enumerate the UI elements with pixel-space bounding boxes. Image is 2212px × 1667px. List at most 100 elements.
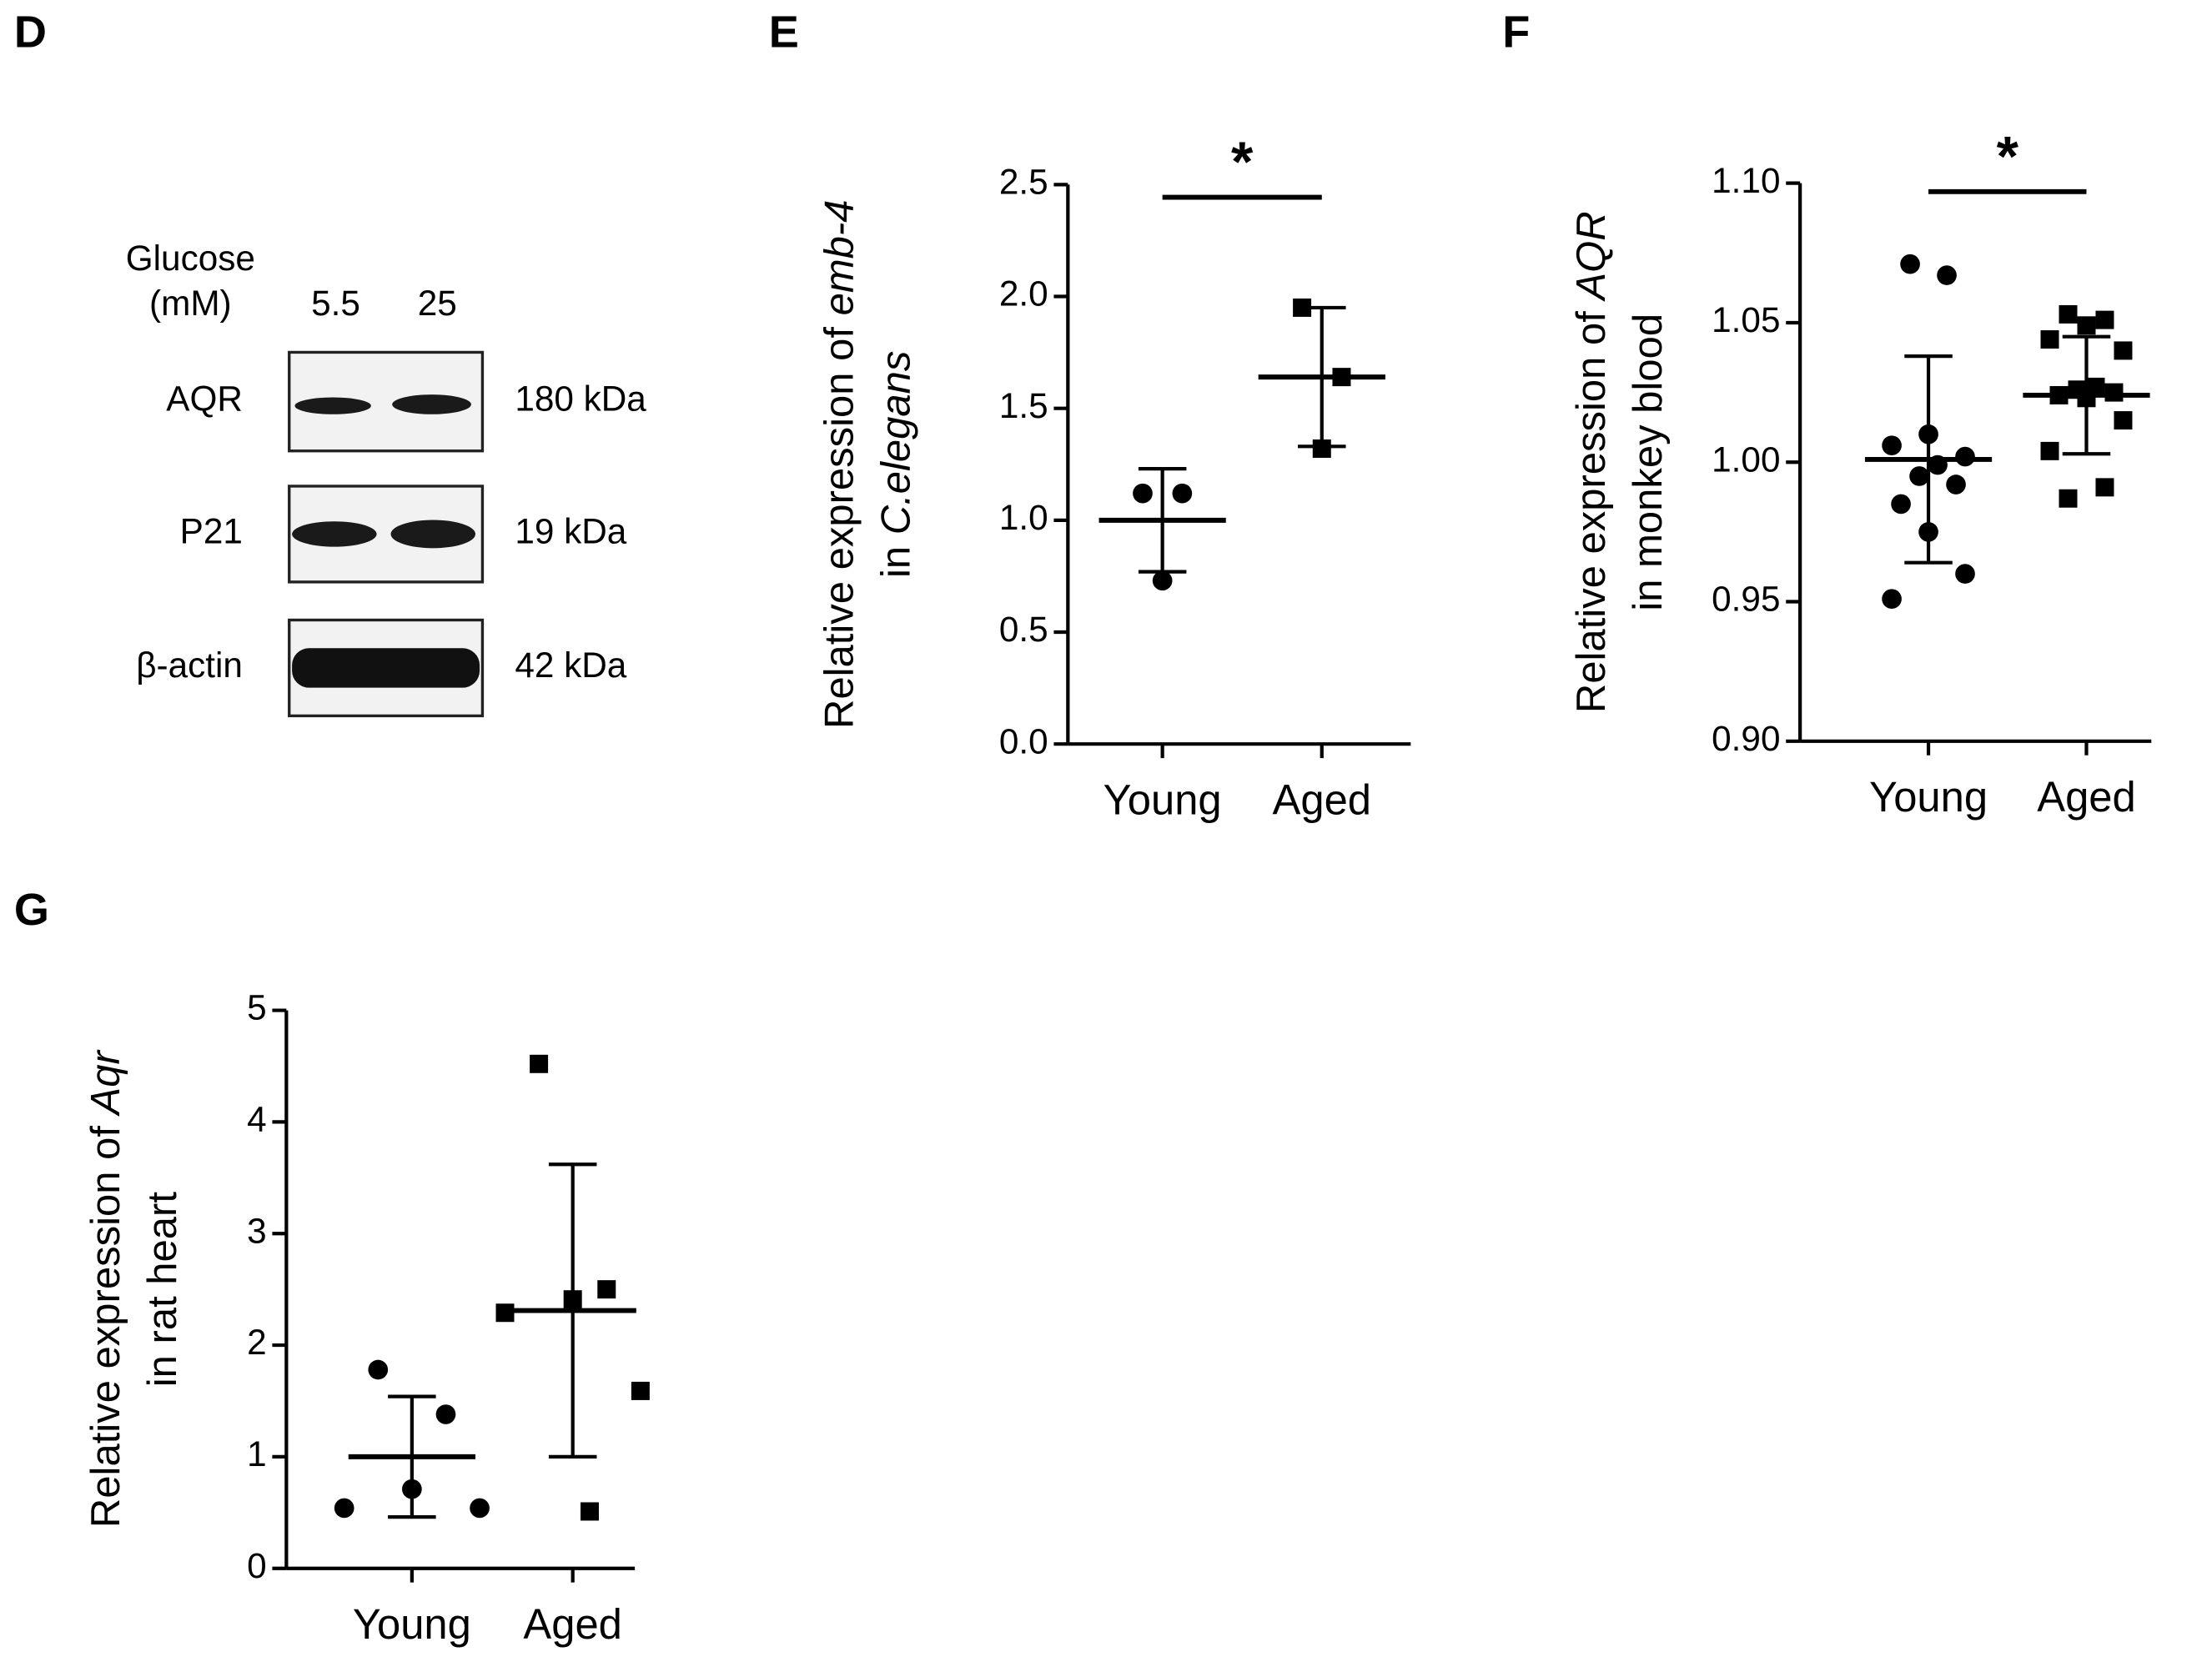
data-point	[1937, 265, 1957, 285]
y-tick-label: 5	[247, 988, 267, 1027]
y-axis-label-part: Relative expression of	[817, 315, 862, 729]
size-label: 19 kDa	[515, 512, 626, 551]
data-point	[2040, 330, 2059, 349]
panel-letter: E	[769, 8, 799, 58]
y-tick-label: 0.90	[1712, 719, 1780, 758]
band	[294, 397, 371, 414]
data-point	[1882, 589, 1902, 610]
y-tick-label: 0.5	[999, 610, 1048, 649]
data-point	[580, 1502, 599, 1521]
band	[392, 394, 471, 414]
x-tick-label: Young	[1103, 776, 1222, 824]
data-point	[1900, 254, 1920, 274]
y-tick-label: 0.0	[999, 721, 1048, 761]
data-point	[2059, 304, 2078, 324]
data-point	[530, 1054, 549, 1073]
chart: F 0.90 0.95 1.00 1.05 1.10 Young Aged Relative e…	[1502, 8, 2152, 821]
band	[390, 520, 475, 549]
data-point	[2095, 310, 2114, 329]
protein-label: AQR	[166, 379, 243, 419]
size-label: 180 kDa	[515, 379, 646, 419]
y-axis-label-part: Relative expression of	[1569, 300, 1614, 714]
y-tick-label: 3	[247, 1211, 267, 1250]
y-axis-label: Relative expression of AQR	[1569, 211, 1614, 713]
y-tick-label: 0.95	[1712, 580, 1780, 619]
y-tick-label: 4	[247, 1100, 267, 1139]
size-label: 42 kDa	[515, 645, 626, 685]
y-axis-label-part: in rat heart	[140, 1192, 185, 1388]
panel-letter: G	[14, 885, 49, 935]
condition-unit: (mM)	[149, 284, 232, 323]
x-tick-label: Aged	[523, 1600, 621, 1648]
error-bar	[1298, 305, 1346, 449]
y-axis-label: Relative expression of emb-4	[817, 200, 862, 730]
y-axis-label-part: C.elegans	[873, 351, 918, 535]
error-bar	[388, 1394, 436, 1519]
y-tick-label: 1.0	[999, 498, 1048, 537]
x-tick-label: Aged	[2037, 773, 2135, 821]
y-tick-label: 2	[247, 1323, 267, 1362]
data-point	[631, 1381, 650, 1400]
condition-label: Glucose	[126, 239, 255, 278]
data-point	[597, 1280, 616, 1299]
x-tick-label: Young	[1869, 773, 1988, 821]
band	[292, 648, 480, 688]
data-point	[1312, 439, 1331, 458]
x-tick-label: Young	[353, 1600, 471, 1648]
data-point	[368, 1359, 389, 1380]
error-bar	[2062, 334, 2111, 456]
data-point	[1946, 474, 1966, 495]
data-point	[2114, 341, 2133, 360]
data-point	[1133, 483, 1153, 504]
data-point	[2104, 383, 2124, 402]
lane-label: 5.5	[311, 284, 360, 323]
significance-label: *	[1997, 126, 2019, 188]
data-point	[2095, 478, 2114, 497]
data-point	[2114, 411, 2133, 430]
data-point	[2040, 441, 2059, 460]
panel-letter: F	[1502, 8, 1530, 58]
panel-letter: D	[14, 8, 47, 58]
y-tick-label: 2.5	[999, 163, 1048, 202]
protein-label: β-actin	[136, 645, 243, 685]
data-point	[435, 1404, 456, 1424]
y-tick-label: 1.5	[999, 386, 1048, 425]
data-point	[2059, 489, 2078, 508]
y-axis-label-part: emb-4	[817, 200, 862, 316]
significance-label: *	[1231, 131, 1254, 193]
data-point	[334, 1498, 354, 1519]
y-tick-label: 1	[247, 1434, 267, 1474]
lane-label: 25	[418, 284, 457, 323]
chart: E 0.0 0.5 1.0 1.5 2.0 2.5 Young Aged Relative exp…	[769, 8, 1411, 824]
data-point	[1891, 494, 1911, 515]
x-tick-label: Aged	[1273, 776, 1371, 824]
data-point	[1172, 483, 1193, 504]
y-axis-label-part: in	[873, 535, 918, 578]
data-point	[1909, 466, 1929, 486]
y-axis-label-part: Relative expression of	[83, 1114, 128, 1528]
western-blot: D Glucose (mM) 5.5 25 AQR P21 β-actin 18…	[14, 8, 646, 718]
chart: G 0 1 2 3 4 5 Young Aged Relative expression of A…	[14, 885, 650, 1648]
y-tick-label: 1.00	[1712, 439, 1780, 479]
data-point	[470, 1498, 490, 1519]
band	[292, 521, 377, 547]
y-axis-label-part: in monkey blood	[1626, 314, 1671, 611]
y-tick-label: 1.05	[1712, 300, 1780, 339]
y-axis-label: Relative expression of Aqr	[83, 1050, 128, 1529]
y-tick-label: 1.10	[1712, 161, 1780, 200]
y-axis-label-part: Aqr	[83, 1050, 128, 1117]
y-axis-label: in C.elegans	[873, 351, 918, 578]
error-bar	[548, 1162, 597, 1459]
y-axis-label-part: AQR	[1569, 211, 1614, 302]
data-point	[1955, 446, 1975, 467]
data-point	[1882, 435, 1902, 455]
data-point	[1152, 570, 1173, 591]
data-point	[1955, 564, 1975, 584]
data-point	[2077, 316, 2096, 335]
y-tick-label: 2.0	[999, 274, 1048, 314]
protein-label: P21	[180, 512, 243, 551]
y-axis-label: in monkey blood	[1626, 314, 1671, 611]
y-tick-label: 0	[247, 1546, 267, 1585]
y-axis-label: in rat heart	[140, 1192, 185, 1388]
